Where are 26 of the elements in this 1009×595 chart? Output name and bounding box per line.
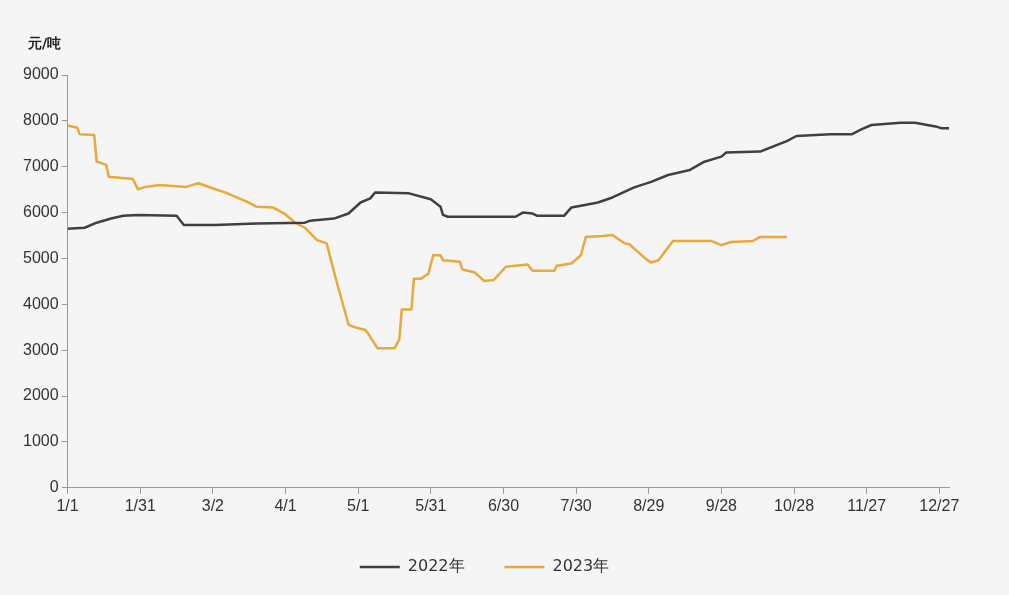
x-tick-label: 9/28 [705,496,738,514]
y-tick-label: 8000 [23,111,59,129]
x-tick-label: 3/2 [201,496,225,514]
y-tick-label: 5000 [23,248,59,266]
x-tick-label: 5/31 [415,496,447,514]
y-tick-label: 1000 [23,432,59,450]
x-tick-label: 1/31 [124,496,156,514]
y-tick-label: 2000 [23,386,59,404]
x-tick-label: 10/28 [774,496,815,514]
y-axis-title: 元/吨 [27,34,62,51]
x-tick-label: 6/30 [487,496,520,514]
x-tick-label: 8/29 [633,496,665,514]
legend-label: 2023年 [552,556,610,576]
x-tick-label: 5/1 [347,496,370,514]
y-tick-label: 3000 [23,340,59,358]
x-tick-label: 12/27 [919,496,960,514]
y-tick-label: 7000 [23,157,59,175]
y-tick-label: 0 [49,478,59,496]
x-tick-label: 11/27 [847,496,887,514]
y-tick-label: 9000 [23,65,59,83]
x-tick-label: 4/1 [274,496,297,514]
y-tick-label: 4000 [23,294,59,312]
legend-label: 2022年 [407,556,465,576]
x-tick-label: 7/30 [560,496,592,514]
y-tick-label: 6000 [23,203,59,221]
x-tick-label: 1/1 [56,496,79,514]
